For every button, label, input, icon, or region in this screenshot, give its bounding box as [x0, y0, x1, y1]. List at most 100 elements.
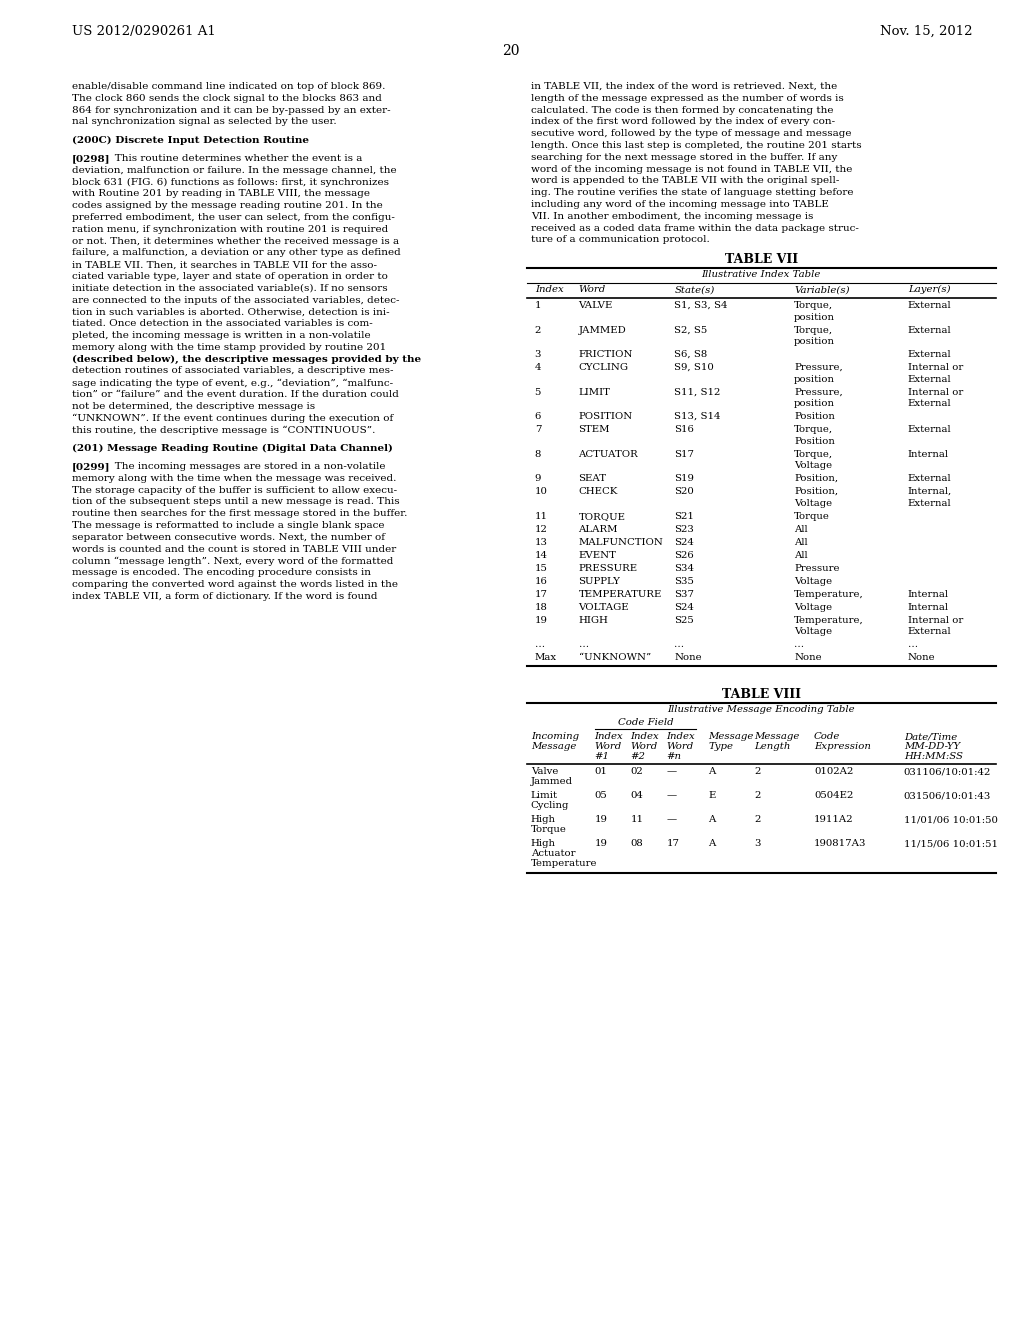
Text: message is encoded. The encoding procedure consists in: message is encoded. The encoding procedu… [72, 568, 371, 577]
Text: memory along with the time when the message was received.: memory along with the time when the mess… [72, 474, 396, 483]
Text: 1: 1 [535, 301, 541, 310]
Text: Index: Index [631, 733, 659, 741]
Text: 20: 20 [502, 44, 519, 58]
Text: VII. In another embodiment, the incoming message is: VII. In another embodiment, the incoming… [530, 211, 813, 220]
Text: None: None [794, 653, 821, 663]
Text: 8: 8 [535, 450, 541, 458]
Text: 2: 2 [754, 767, 761, 776]
Text: S35: S35 [675, 577, 694, 586]
Text: SUPPLY: SUPPLY [579, 577, 621, 586]
Text: Jammed: Jammed [530, 777, 572, 787]
Text: Temperature,: Temperature, [794, 590, 864, 598]
Text: VOLTAGE: VOLTAGE [579, 603, 629, 611]
Text: #2: #2 [631, 752, 645, 762]
Text: External: External [907, 326, 951, 334]
Text: 11: 11 [535, 512, 548, 520]
Text: Temperature: Temperature [530, 859, 597, 869]
Text: S17: S17 [675, 450, 694, 458]
Text: EVENT: EVENT [579, 550, 616, 560]
Text: Index: Index [535, 285, 563, 294]
Text: 2: 2 [754, 791, 761, 800]
Text: 15: 15 [535, 564, 548, 573]
Text: ciated variable type, layer and state of operation in order to: ciated variable type, layer and state of… [72, 272, 388, 281]
Text: Date/Time: Date/Time [904, 733, 957, 741]
Text: ACTUATOR: ACTUATOR [579, 450, 638, 458]
Text: (200C) Discrete Input Detection Routine: (200C) Discrete Input Detection Routine [72, 136, 309, 145]
Text: S34: S34 [675, 564, 694, 573]
Text: HIGH: HIGH [579, 615, 608, 624]
Text: Internal,: Internal, [907, 487, 952, 496]
Text: S6, S8: S6, S8 [675, 350, 708, 359]
Text: Layer(s): Layer(s) [907, 285, 950, 294]
Text: Illustrative Message Encoding Table: Illustrative Message Encoding Table [668, 705, 855, 714]
Text: PRESSURE: PRESSURE [579, 564, 638, 573]
Text: 12: 12 [535, 524, 548, 533]
Text: Temperature,: Temperature, [794, 615, 864, 624]
Text: #1: #1 [595, 752, 609, 762]
Text: ALARM: ALARM [579, 524, 618, 533]
Text: length. Once this last step is completed, the routine 201 starts: length. Once this last step is completed… [530, 141, 861, 150]
Text: Voltage: Voltage [794, 627, 833, 636]
Text: …: … [535, 640, 545, 649]
Text: External: External [907, 474, 951, 483]
Text: 14: 14 [535, 550, 548, 560]
Text: A: A [709, 814, 716, 824]
Text: 11/15/06 10:01:51: 11/15/06 10:01:51 [904, 840, 997, 847]
Text: …: … [907, 640, 918, 649]
Text: The storage capacity of the buffer is sufficient to allow execu-: The storage capacity of the buffer is su… [72, 486, 397, 495]
Text: Max: Max [535, 653, 557, 663]
Text: Internal: Internal [907, 590, 948, 598]
Text: tion” or “failure” and the event duration. If the duration could: tion” or “failure” and the event duratio… [72, 389, 398, 399]
Text: Voltage: Voltage [794, 577, 833, 586]
Text: US 2012/0290261 A1: US 2012/0290261 A1 [72, 25, 216, 38]
Text: 4: 4 [535, 363, 541, 372]
Text: or not. Then, it determines whether the received message is a: or not. Then, it determines whether the … [72, 236, 399, 246]
Text: ture of a communication protocol.: ture of a communication protocol. [530, 235, 710, 244]
Text: S26: S26 [675, 550, 694, 560]
Text: External: External [907, 301, 951, 310]
Text: memory along with the time stamp provided by routine 201: memory along with the time stamp provide… [72, 343, 386, 351]
Text: SEAT: SEAT [579, 474, 606, 483]
Text: 17: 17 [535, 590, 548, 598]
Text: CYCLING: CYCLING [579, 363, 629, 372]
Text: The clock 860 sends the clock signal to the blocks 863 and: The clock 860 sends the clock signal to … [72, 94, 382, 103]
Text: This routine determines whether the event is a: This routine determines whether the even… [104, 154, 362, 162]
Text: 0504E2: 0504E2 [814, 791, 853, 800]
Text: received as a coded data frame within the data package struc-: received as a coded data frame within th… [530, 223, 858, 232]
Text: S20: S20 [675, 487, 694, 496]
Text: S24: S24 [675, 537, 694, 546]
Text: codes assigned by the message reading routine 201. In the: codes assigned by the message reading ro… [72, 201, 383, 210]
Text: Voltage: Voltage [794, 499, 833, 508]
Text: sage indicating the type of event, e.g., “deviation”, “malfunc-: sage indicating the type of event, e.g.,… [72, 378, 393, 388]
Text: External: External [907, 399, 951, 408]
Text: position: position [794, 337, 835, 346]
Text: tiated. Once detection in the associated variables is com-: tiated. Once detection in the associated… [72, 319, 373, 329]
Text: word of the incoming message is not found in TABLE VII, the: word of the incoming message is not foun… [530, 165, 852, 174]
Text: S25: S25 [675, 615, 694, 624]
Text: Internal or: Internal or [907, 388, 963, 396]
Text: Torque: Torque [530, 825, 566, 834]
Text: 04: 04 [631, 791, 643, 800]
Text: Variable(s): Variable(s) [794, 285, 850, 294]
Text: 9: 9 [535, 474, 541, 483]
Text: 190817A3: 190817A3 [814, 840, 866, 847]
Text: Index: Index [595, 733, 624, 741]
Text: JAMMED: JAMMED [579, 326, 627, 334]
Text: 13: 13 [535, 537, 548, 546]
Text: [0299]: [0299] [72, 462, 111, 471]
Text: FRICTION: FRICTION [579, 350, 633, 359]
Text: Nov. 15, 2012: Nov. 15, 2012 [880, 25, 973, 38]
Text: Valve: Valve [530, 767, 558, 776]
Text: Type: Type [709, 742, 733, 751]
Text: —: — [667, 767, 677, 776]
Text: 16: 16 [535, 577, 548, 586]
Text: POSITION: POSITION [579, 412, 633, 421]
Text: comparing the converted word against the words listed in the: comparing the converted word against the… [72, 579, 397, 589]
Text: All: All [794, 524, 808, 533]
Text: 17: 17 [667, 840, 679, 847]
Text: 02: 02 [631, 767, 643, 776]
Text: All: All [794, 537, 808, 546]
Text: ing. The routine verifies the state of language stetting before: ing. The routine verifies the state of l… [530, 189, 853, 197]
Text: S11, S12: S11, S12 [675, 388, 721, 396]
Text: this routine, the descriptive message is “CONTINUOUS”.: this routine, the descriptive message is… [72, 425, 375, 434]
